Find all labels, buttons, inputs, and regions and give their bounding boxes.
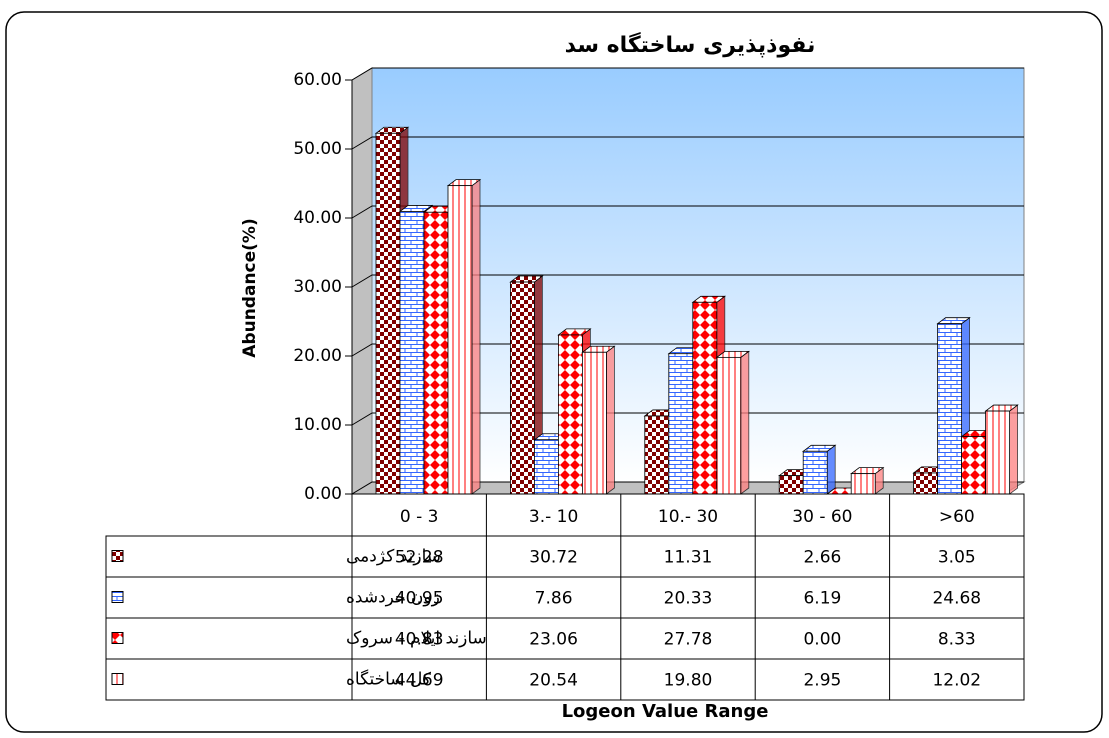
- bar-front: [375, 132, 401, 495]
- bar: [446, 178, 482, 495]
- y-tick-label: 0.00: [304, 484, 342, 504]
- x-tick-label: 30 - 60: [792, 507, 852, 527]
- y-tick-label: 30.00: [293, 277, 342, 297]
- bar: [802, 444, 837, 495]
- table-value: 12.02: [932, 671, 981, 691]
- bar: [984, 404, 1019, 495]
- table-value: 20.54: [529, 671, 578, 691]
- grid-line: [351, 136, 1024, 150]
- bar-side: [471, 178, 481, 495]
- bar-front: [692, 301, 718, 495]
- legend-swatch: [111, 632, 124, 644]
- bar-front: [582, 351, 607, 495]
- table-value: 19.80: [664, 671, 713, 691]
- y-tick-label: 60.00: [293, 70, 342, 90]
- x-tick-label: 0 - 3: [400, 507, 439, 527]
- bar-front: [778, 475, 804, 495]
- y-axis-label: Abundance(%): [240, 218, 260, 357]
- legend-swatch: [111, 591, 124, 603]
- bar-front: [802, 450, 828, 495]
- table-value: 23.06: [529, 630, 578, 650]
- y-tick-label: 50.00: [293, 139, 342, 159]
- bar-front: [558, 334, 583, 495]
- x-tick-label: >60: [939, 507, 975, 527]
- y-tick-label: 40.00: [293, 208, 342, 228]
- table-value: 3.05: [938, 548, 976, 568]
- bar-front: [644, 415, 670, 495]
- x-tick-label: 3.- 10: [529, 507, 578, 527]
- bar-front: [961, 436, 986, 495]
- legend-swatch: [111, 673, 124, 685]
- chart-title: نفوذپذیری ساختگاه سد: [565, 31, 816, 58]
- bar-front: [668, 353, 694, 495]
- grid-line: [351, 343, 1024, 357]
- bar-side: [740, 350, 750, 495]
- y-tick-label: 20.00: [293, 346, 342, 366]
- table-value: 0.00: [803, 630, 841, 650]
- table-value: 8.33: [938, 630, 976, 650]
- table-value: 7.86: [535, 589, 573, 609]
- table-value: 2.66: [803, 548, 841, 568]
- legend-swatch: [111, 550, 124, 562]
- bar-side: [1009, 404, 1018, 495]
- bar-side: [606, 345, 615, 495]
- table-value: 30.72: [529, 548, 578, 568]
- grid-line: [351, 412, 1024, 426]
- table-value: 40.83: [395, 630, 444, 650]
- y-tick-label: 10.00: [293, 415, 342, 435]
- bar: [715, 350, 750, 495]
- grid-line: [351, 67, 1024, 81]
- legend-label: سازند ایلام - سروک: [346, 629, 487, 649]
- bar-side: [826, 444, 836, 495]
- table-value: 6.19: [803, 589, 841, 609]
- bar-front: [716, 356, 742, 495]
- grid-line: [351, 205, 1024, 219]
- bar-front: [985, 410, 1010, 495]
- bar-front: [937, 323, 962, 495]
- bar: [581, 345, 616, 495]
- x-axis-label: Logeon Value Range: [562, 701, 769, 722]
- table-value: 20.33: [664, 589, 713, 609]
- bar: [850, 466, 885, 495]
- bar-front: [850, 473, 876, 495]
- bar-front: [423, 211, 449, 495]
- bar-front: [534, 439, 559, 495]
- table-value: 11.31: [664, 548, 713, 568]
- x-tick-label: 10.- 30: [658, 507, 718, 527]
- bar-front: [913, 472, 938, 495]
- table-value: 40.95: [395, 589, 444, 609]
- table-value: 27.78: [664, 630, 713, 650]
- legend-label: سازند کژدمی: [346, 547, 441, 567]
- bar-front: [509, 281, 535, 495]
- legend-label: کل ساختگاه: [346, 669, 432, 690]
- bar-front: [399, 211, 425, 495]
- table-value: 24.68: [932, 589, 981, 609]
- legend-label: زون خردشده: [346, 588, 440, 608]
- bar-front: [447, 185, 473, 495]
- grid-line: [351, 274, 1024, 288]
- table-value: 2.95: [803, 671, 841, 691]
- table-value: 52.28: [395, 548, 444, 568]
- table-value: 44.69: [395, 671, 444, 691]
